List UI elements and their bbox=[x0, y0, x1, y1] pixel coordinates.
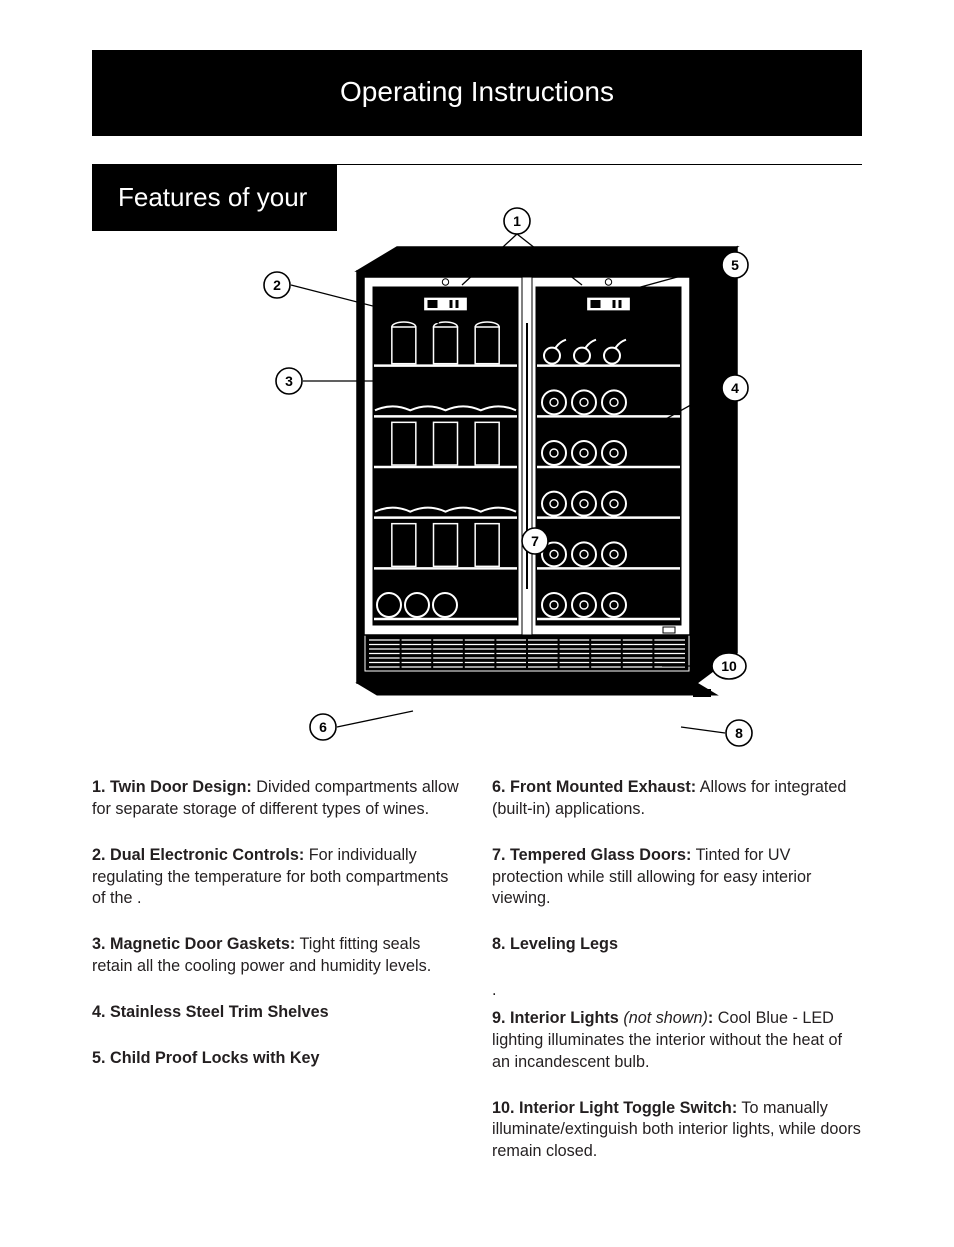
feature-columns: 1. Twin Door Design: Divided compartment… bbox=[92, 777, 862, 1187]
feature-8-head: 8. Leveling Legs bbox=[492, 935, 618, 953]
svg-text:4: 4 bbox=[731, 380, 739, 396]
feature-5-head: 5. Child Proof Locks with Key bbox=[92, 1049, 320, 1067]
page-title: Operating Instructions bbox=[340, 76, 614, 107]
feature-8: 8. Leveling Legs bbox=[492, 934, 862, 956]
feature-7: 7. Tempered Glass Doors: Tinted for UV p… bbox=[492, 845, 862, 911]
feature-10: 10. Interior Light Toggle Switch: To man… bbox=[492, 1098, 862, 1164]
page: Operating Instructions Features of your … bbox=[0, 0, 954, 1247]
feature-2: 2. Dual Electronic Controls: For individ… bbox=[92, 845, 462, 911]
svg-text:5: 5 bbox=[731, 257, 739, 273]
title-bar: Operating Instructions bbox=[92, 50, 862, 136]
feature-3: 3. Magnetic Door Gaskets: Tight fitting … bbox=[92, 934, 462, 978]
svg-text:8: 8 bbox=[735, 725, 743, 741]
feature-7-head: 7. Tempered Glass Doors: bbox=[492, 846, 691, 864]
feature-10-head: 10. Interior Light Toggle Switch: bbox=[492, 1099, 737, 1117]
feature-2-head: 2. Dual Electronic Controls: bbox=[92, 846, 304, 864]
feature-6-head: 6. Front Mounted Exhaust: bbox=[492, 778, 696, 796]
feature-1-head: 1. Twin Door Design: bbox=[92, 778, 252, 796]
feature-1: 1. Twin Door Design: Divided compartment… bbox=[92, 777, 462, 821]
svg-text:3: 3 bbox=[285, 373, 293, 389]
feature-3-head: 3. Magnetic Door Gaskets: bbox=[92, 935, 295, 953]
feature-4: 4. Stainless Steel Trim Shelves bbox=[92, 1002, 462, 1024]
feature-9-head-a: 9. Interior Lights bbox=[492, 1009, 623, 1027]
feature-9-paren: (not shown) bbox=[623, 1009, 708, 1027]
feature-9: 9. Interior Lights (not shown): Cool Blu… bbox=[492, 1008, 862, 1074]
svg-text:7: 7 bbox=[531, 533, 539, 549]
diagram-wrap: 1 2 3 4 5 6 7 8 10 bbox=[92, 193, 862, 753]
feature-5: 5. Child Proof Locks with Key bbox=[92, 1048, 462, 1070]
feature-col-right: 6. Front Mounted Exhaust: Allows for int… bbox=[492, 777, 862, 1187]
svg-text:10: 10 bbox=[721, 658, 737, 674]
svg-text:6: 6 bbox=[319, 719, 327, 735]
svg-text:2: 2 bbox=[273, 277, 281, 293]
product-diagram: 1 2 3 4 5 6 7 8 10 bbox=[187, 193, 767, 753]
feature-6: 6. Front Mounted Exhaust: Allows for int… bbox=[492, 777, 862, 821]
feature-4-head: 4. Stainless Steel Trim Shelves bbox=[92, 1003, 329, 1021]
feature-col-left: 1. Twin Door Design: Divided compartment… bbox=[92, 777, 462, 1187]
svg-text:1: 1 bbox=[513, 213, 521, 229]
feature-8-dot: . bbox=[492, 980, 862, 1002]
